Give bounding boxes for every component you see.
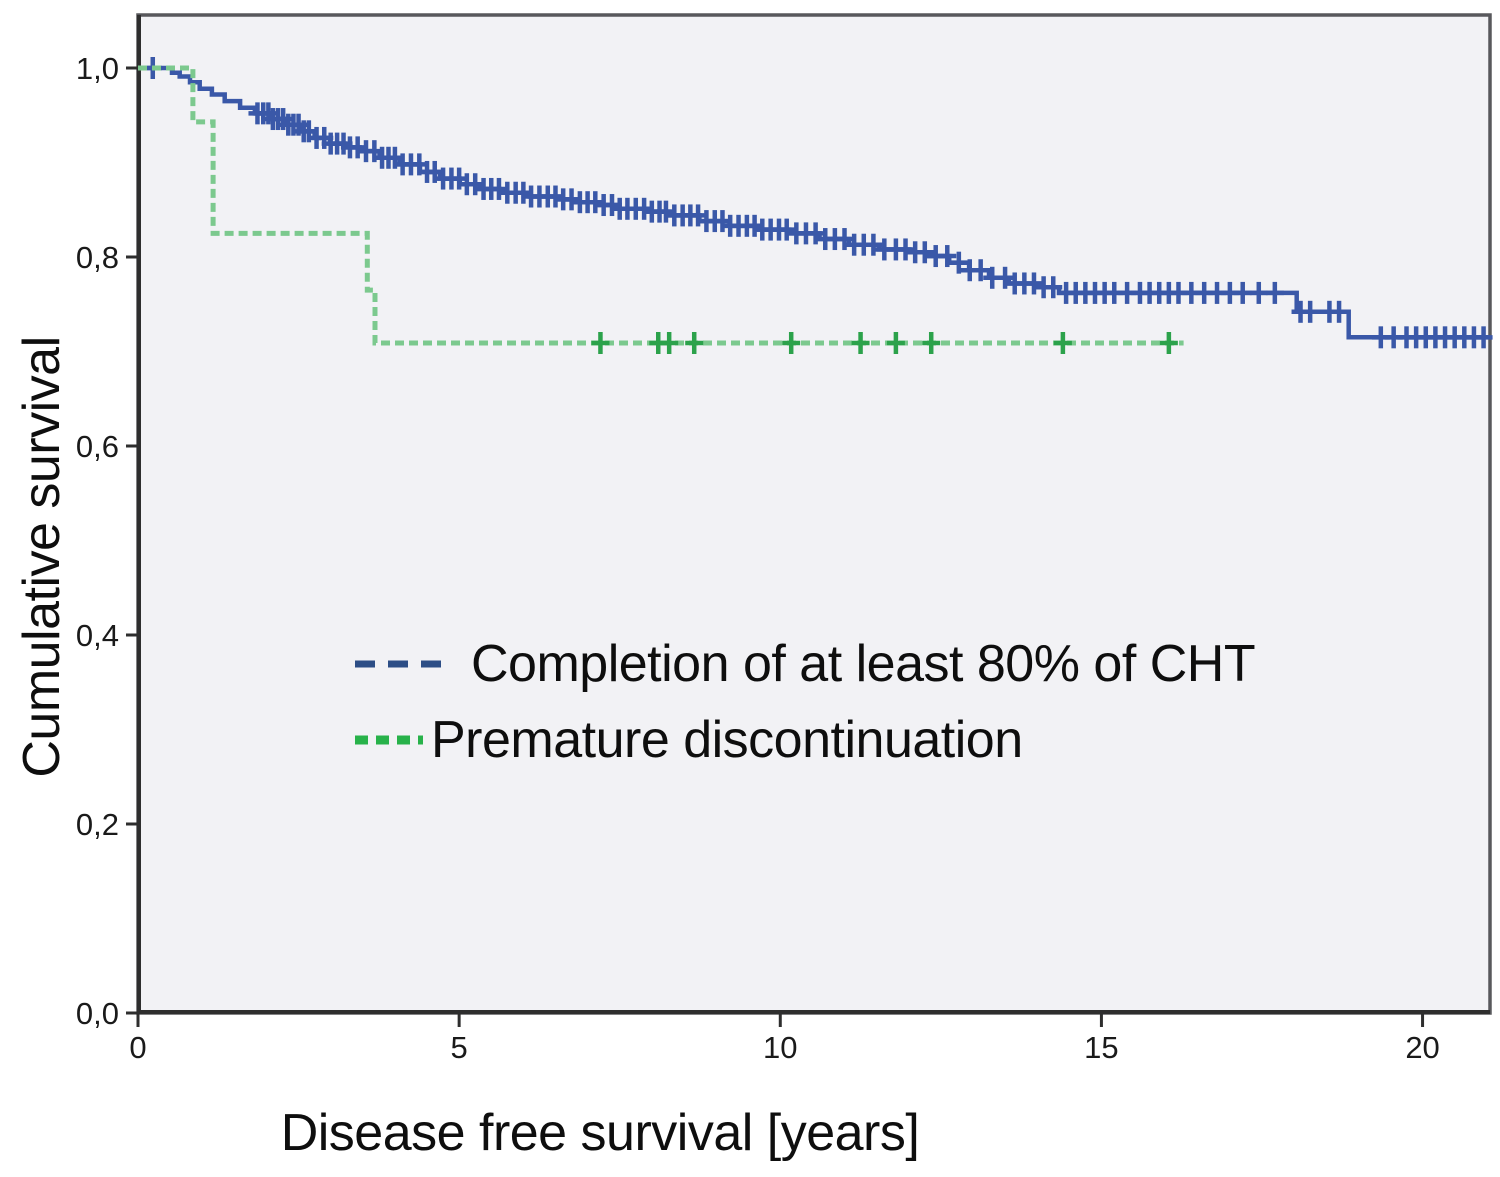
series-completion [138,57,1493,349]
x-axis-title: Disease free survival [years] [280,1104,920,1162]
censor-mark [1330,300,1349,323]
censor-mark [996,266,1015,289]
censor-mark [1159,331,1178,354]
censor-mark [886,331,905,354]
censor-mark [851,331,870,354]
censor-mark [777,218,796,241]
x-tick-label: 0 [129,1030,146,1065]
y-tick-label: 0,2 [76,807,119,842]
y-tick-label: 0,0 [76,996,119,1031]
censor-mark [1474,326,1493,349]
censor-mark [938,245,957,268]
y-tick-label: 0,8 [76,240,119,275]
censor-mark [656,200,675,223]
censor-mark [489,177,508,200]
censor-mark [949,251,968,274]
censor-mark [1024,272,1043,295]
censor-mark [1044,276,1063,299]
censor-mark [971,259,990,282]
censor-mark [562,188,581,211]
censor-mark [466,173,485,196]
censor-mark [1249,281,1268,304]
censor-mark [348,136,367,159]
x-tick-label: 15 [1084,1030,1118,1065]
axis-ticks: 1,0 0,8 0,6 0,4 0,2 0,0 0 5 10 15 20 [76,51,1440,1065]
censor-mark [685,331,704,354]
censor-mark [1053,331,1072,354]
x-tick-label: 20 [1405,1030,1439,1065]
y-axis-title: Cumulative survival [13,336,71,778]
plot-background [138,15,1490,1013]
series-premature [138,65,1184,354]
censor-mark [835,228,854,251]
censor-mark [806,222,825,245]
y-tick-label: 1,0 [76,51,119,86]
censor-mark [586,191,605,214]
censor-mark [896,238,915,261]
y-tick-label: 0,6 [76,429,119,464]
censor-mark [591,331,610,354]
x-tick-label: 10 [763,1030,797,1065]
x-tick-label: 5 [451,1030,468,1065]
censor-mark [915,241,934,264]
censor-mark [1301,300,1320,323]
censor-mark [660,331,679,354]
censor-mark [1233,281,1252,304]
censor-mark [782,331,801,354]
censor-mark [922,331,941,354]
censor-mark [1265,281,1284,304]
censor-mark [864,233,883,256]
y-tick-label: 0,4 [76,618,119,653]
